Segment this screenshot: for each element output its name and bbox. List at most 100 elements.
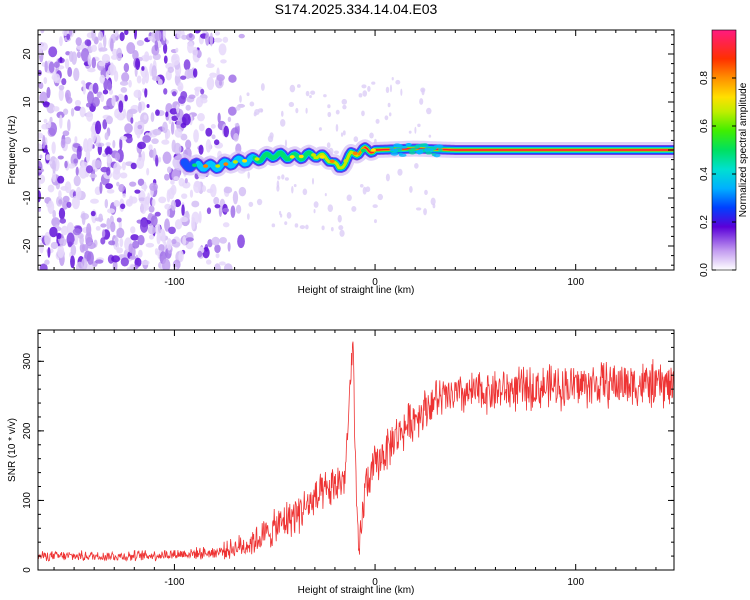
spectrogram-ridge-spot xyxy=(319,155,325,159)
spectrogram-noise-cell xyxy=(181,113,191,126)
spectrogram-noise-cell xyxy=(124,30,129,36)
spectrogram-noise-cell xyxy=(108,240,116,246)
snr-axes-frame xyxy=(37,329,675,571)
spectrogram-noise-cell xyxy=(102,119,108,130)
snr-y-tick-label: 200 xyxy=(22,422,33,439)
spectrogram-noise-cell xyxy=(90,210,96,217)
spectrogram-noise-cell xyxy=(144,51,150,62)
spectrogram-noise-cell xyxy=(79,106,86,118)
spectrogram-ridge-spot xyxy=(414,144,420,149)
colorbar-tick-label: 0.6 xyxy=(699,119,710,133)
spectrogram-noise-cell xyxy=(94,159,102,169)
spectrogram-noise-cell xyxy=(209,183,217,198)
spectrogram-noise-cell xyxy=(130,226,136,234)
spectrogram-noise-cell xyxy=(82,81,87,95)
spectrogram-noise-cell xyxy=(151,65,157,79)
spectrogram-noise-cell xyxy=(78,165,88,179)
snr-ticks: -100 0 100 0 100 200 300 xyxy=(22,330,674,588)
spectrogram-noise-cell xyxy=(163,88,168,95)
spectrogram-noise-cell xyxy=(75,186,82,200)
spectrogram-ridge-spot xyxy=(232,160,238,164)
spectrogram-noise-cell xyxy=(171,115,179,122)
spectrogram-noise-cell xyxy=(185,237,194,242)
spectrogram-noise-cell xyxy=(324,192,327,197)
spectrogram-noise-cell xyxy=(211,236,220,246)
spectrogram-noise-cell xyxy=(137,124,143,130)
spectrogram-noise-cell xyxy=(92,82,99,95)
spectrogram-noise-cell xyxy=(103,34,107,49)
spectrogram-noise-cell xyxy=(239,95,242,103)
spectrogram-noise-cell xyxy=(123,62,130,73)
spectrogram-noise-cell xyxy=(188,94,196,100)
spectrogram-noise-cell xyxy=(341,98,348,105)
spectrogram-noise-cell xyxy=(207,239,213,248)
spectrogram-noise-cell xyxy=(51,141,56,154)
spectrogram-noise-cell xyxy=(173,142,182,155)
spectrogram-noise-cell xyxy=(235,204,242,214)
spectrogram-noise-cell xyxy=(351,206,357,212)
spectrogram-noise-cell xyxy=(162,30,166,41)
spectrogram-noise-cell xyxy=(166,166,172,174)
spectrogram-noise-cell xyxy=(246,92,250,97)
spectrogram-noise-cell xyxy=(260,83,265,91)
spectrogram-y-tick-label: -10 xyxy=(22,190,33,205)
spectrogram-noise-cell xyxy=(281,174,285,180)
spectrogram-noise-cell xyxy=(67,119,71,132)
spectrogram-noise-cell xyxy=(414,163,419,169)
spectrogram-noise-cell xyxy=(182,236,187,246)
spectrogram-noise-cell xyxy=(90,198,99,204)
spectrogram-noise-cell xyxy=(174,128,183,138)
spectrogram-noise-cell xyxy=(41,123,49,130)
spectrogram-noise-cell xyxy=(211,134,216,140)
spectrogram-noise-cell xyxy=(144,88,148,98)
spectrogram-noise-cell xyxy=(142,135,151,143)
spectrogram-noise-cell xyxy=(185,104,191,111)
spectrogram-noise-cell xyxy=(38,174,46,184)
spectrogram-noise-cell xyxy=(80,47,90,62)
spectrogram-noise-cell xyxy=(111,255,121,263)
spectrogram-noise-cell xyxy=(40,30,45,34)
spectrogram-noise-cell xyxy=(59,114,63,129)
spectrogram-noise-cell xyxy=(101,229,106,238)
spectrogram-y-tick-label: 0 xyxy=(22,147,33,153)
spectrogram-heatmap xyxy=(38,30,674,270)
spectrogram-noise-cell xyxy=(217,112,221,124)
spectrogram-noise-cell xyxy=(152,128,162,136)
spectrogram-noise-cell xyxy=(280,118,286,127)
spectrogram-noise-cell xyxy=(47,246,51,258)
spectrogram-noise-cell xyxy=(58,84,65,91)
spectrogram-noise-cell xyxy=(47,200,55,214)
snr-series-line xyxy=(38,341,674,562)
spectrogram-noise-cell xyxy=(151,198,156,207)
spectrogram-ridge-spot xyxy=(392,149,399,153)
spectrogram-noise-cell xyxy=(113,162,121,175)
spectrogram-noise-cell xyxy=(125,135,133,144)
spectrogram-noise-cell xyxy=(305,224,309,230)
spectrogram-noise-cell xyxy=(385,86,390,94)
spectrogram-noise-cell xyxy=(149,182,158,192)
spectrogram-noise-cell xyxy=(409,185,413,193)
spectrogram-noise-cell xyxy=(168,115,172,125)
spectrogram-noise-cell xyxy=(42,134,46,149)
spectrogram-noise-cell xyxy=(106,153,112,164)
spectrogram-noise-cell xyxy=(340,132,344,137)
spectrogram-noise-cell xyxy=(87,242,96,250)
spectrogram-y-axis-label: Frequency (Hz) xyxy=(7,116,18,185)
spectrogram-noise-cell xyxy=(277,175,281,180)
spectrogram-noise-cell xyxy=(112,140,116,149)
spectrogram-noise-cell xyxy=(284,177,289,181)
spectrogram-noise-cell xyxy=(193,129,199,143)
spectrogram-noise-cell xyxy=(130,162,137,170)
spectrogram-noise-cell xyxy=(128,195,134,205)
spectrogram-noise-cell xyxy=(384,115,389,121)
spectrogram-noise-cell xyxy=(191,200,200,208)
spectrogram-noise-cell xyxy=(62,130,70,137)
spectrogram-noise-cell xyxy=(75,166,79,176)
spectrogram-noise-cell xyxy=(141,151,146,163)
spectrogram-noise-cell xyxy=(75,37,82,46)
spectrogram-noise-cell xyxy=(66,222,75,235)
spectrogram-noise-cell xyxy=(119,172,128,179)
spectrogram-noise-cell xyxy=(38,42,43,57)
spectrogram-noise-cell xyxy=(137,178,145,187)
spectrogram-noise-cell xyxy=(175,71,180,77)
